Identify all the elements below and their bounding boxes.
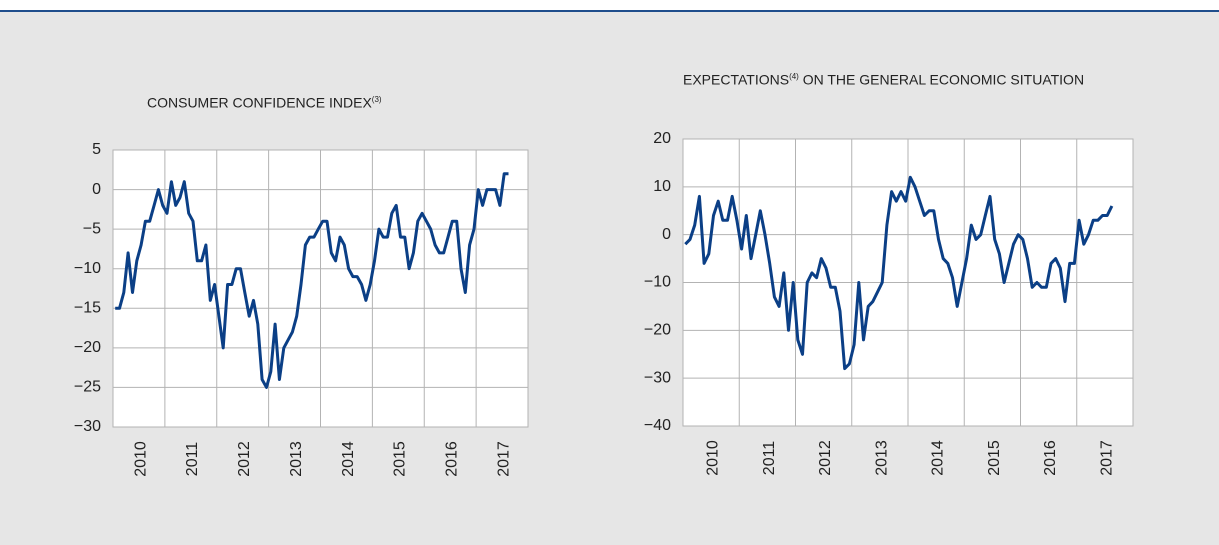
y-tick-label: −25 [74, 379, 101, 396]
x-tick-label: 2017 [1098, 440, 1115, 476]
x-tick-label: 2012 [817, 440, 834, 476]
chart-title: CONSUMER CONFIDENCE INDEX(3) [147, 90, 382, 113]
title-superscript: (3) [371, 95, 382, 104]
x-tick-label: 2014 [340, 441, 357, 477]
y-tick-label: −10 [74, 260, 101, 277]
x-tick-label: 2016 [444, 441, 461, 477]
x-tick-label: 2014 [930, 440, 947, 476]
data-line [115, 172, 509, 389]
x-tick-label: 2015 [392, 441, 409, 477]
x-tick-label: 2011 [184, 442, 201, 477]
y-tick-label: −5 [83, 220, 101, 237]
y-tick-label: 0 [92, 181, 101, 198]
x-tick-label: 2017 [495, 441, 512, 477]
y-tick-label: −30 [644, 369, 671, 386]
x-tick-label: 2011 [761, 441, 778, 476]
x-tick-label: 2010 [705, 440, 722, 476]
x-tick-label: 2013 [873, 440, 890, 476]
x-tick-label: 2013 [288, 441, 305, 477]
y-tick-label: −30 [74, 418, 101, 435]
y-tick-label: −20 [74, 339, 101, 356]
x-tick-label: 2015 [986, 440, 1003, 476]
x-tick-label: 2012 [236, 441, 253, 477]
data-line [684, 175, 1114, 371]
y-tick-label: 0 [662, 226, 671, 243]
title-text: ON THE GENERAL ECONOMIC SITUATION [802, 71, 1085, 88]
y-tick-label: 20 [653, 130, 671, 147]
title-superscript: (4) [789, 72, 799, 81]
y-tick-label: −15 [74, 300, 101, 317]
y-tick-label: 10 [653, 178, 671, 195]
y-tick-label: 5 [92, 141, 101, 158]
chart-title: EXPECTATIONS(4) ON THE GENERAL ECONOMIC … [683, 67, 1123, 90]
y-tick-label: −20 [644, 322, 671, 339]
x-tick-label: 2016 [1042, 440, 1059, 476]
y-tick-label: −40 [644, 417, 671, 434]
title-text: EXPECTATIONS [683, 71, 790, 88]
x-tick-label: 2010 [132, 441, 149, 477]
top-bar [0, 0, 1219, 12]
title-text: CONSUMER CONFIDENCE INDEX [147, 94, 372, 111]
y-tick-label: −10 [644, 274, 671, 291]
